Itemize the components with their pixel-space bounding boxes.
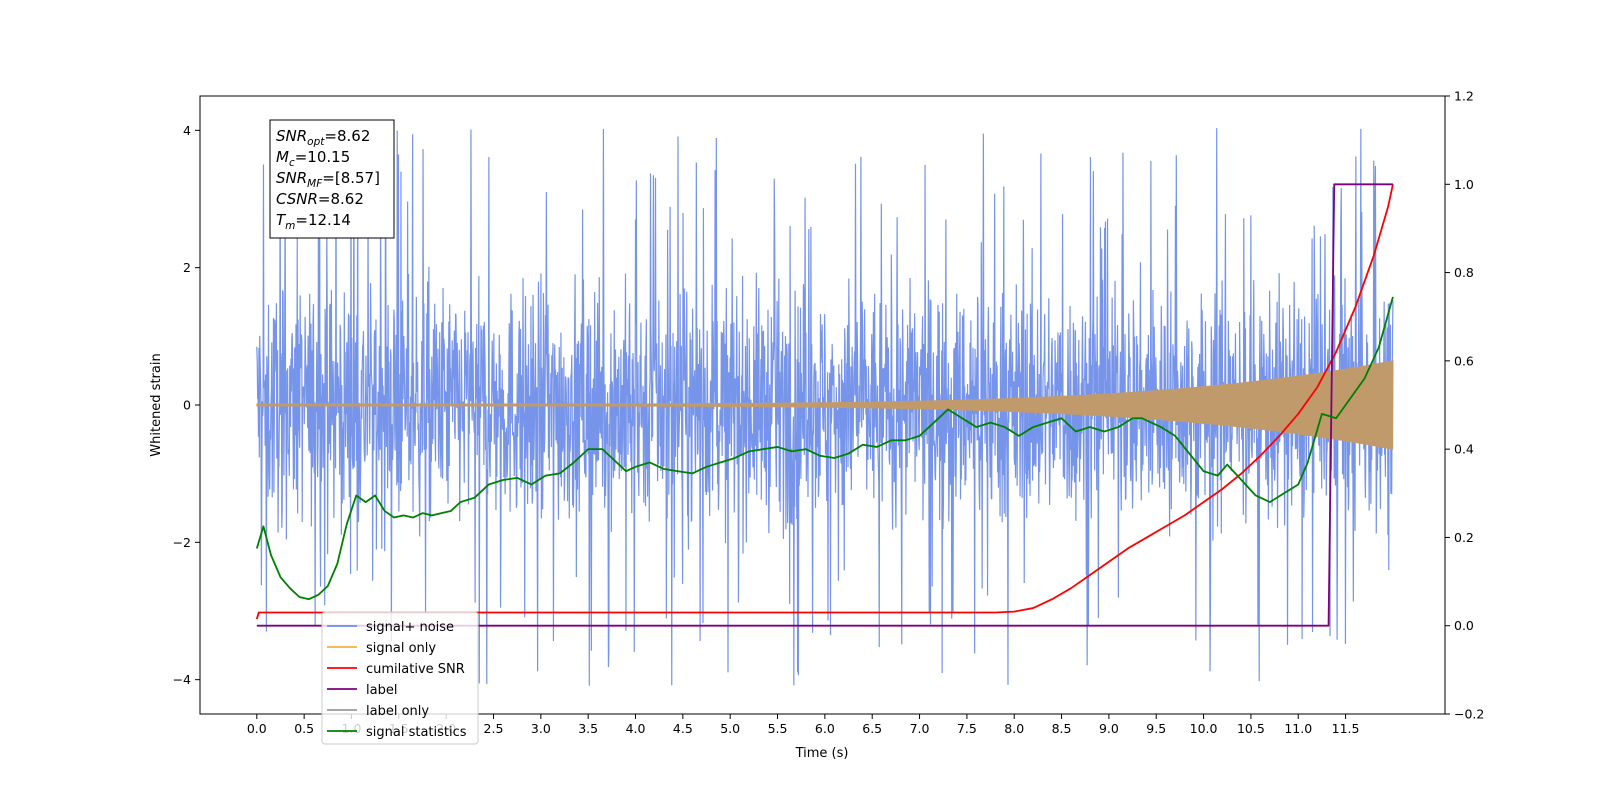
x-tick-label: 3.5: [578, 721, 598, 736]
y2-tick-label: 1.2: [1454, 89, 1474, 104]
x-tick-label: 9.5: [1146, 721, 1166, 736]
series-signal-only: [256, 360, 1394, 450]
x-tick-label: 0.5: [294, 721, 314, 736]
y2-tick-label: 0.4: [1454, 442, 1474, 457]
series-signal-plus-noise: [256, 124, 1394, 686]
legend-label: label only: [366, 704, 429, 719]
annotation-line: SNRopt=8.62: [276, 127, 370, 148]
x-tick-label: 8.5: [1052, 721, 1072, 736]
x-axis: 0.00.51.01.52.02.53.03.54.04.55.05.56.06…: [247, 714, 1360, 736]
plot-area: [255, 124, 1394, 686]
x-tick-label: 3.0: [531, 721, 551, 736]
x-tick-label: 6.0: [815, 721, 835, 736]
y2-tick-label: 0.6: [1454, 353, 1474, 368]
right-axis-series: [255, 183, 1394, 627]
signal-statistics-line: [255, 296, 1394, 601]
y-tick-label: 2: [183, 260, 191, 275]
legend-label: cumilative SNR: [366, 662, 465, 677]
x-tick-label: 9.0: [1099, 721, 1119, 736]
legend-label: signal+ noise: [366, 620, 454, 635]
x-axis-label: Time (s): [795, 746, 849, 761]
x-tick-label: 4.0: [626, 721, 646, 736]
y-tick-label: −4: [173, 672, 191, 687]
annotation-line: Mc=10.15: [276, 148, 350, 169]
signal-only-line: [256, 360, 1394, 450]
y2-tick-label: 0.0: [1454, 618, 1474, 633]
y-tick-label: 4: [183, 123, 191, 138]
label-line: [256, 183, 1393, 627]
x-tick-label: 5.5: [768, 721, 788, 736]
annotation-box: SNRopt=8.62Mc=10.15SNRMF=[8.57]CSNR=8.62…: [269, 119, 395, 239]
x-tick-label: 8.0: [1004, 721, 1024, 736]
x-tick-label: 6.5: [862, 721, 882, 736]
y-tick-label: −2: [173, 535, 191, 550]
annotation-line: SNRMF=[8.57]: [276, 169, 380, 190]
annotation-line: Tm=12.14: [276, 211, 351, 232]
y2-tick-label: 0.8: [1454, 265, 1474, 280]
x-tick-label: 7.5: [957, 721, 977, 736]
legend-label: label: [366, 683, 397, 698]
annotation-frame: [269, 119, 395, 239]
x-tick-label: 2.5: [484, 721, 504, 736]
y2-tick-label: 0.2: [1454, 530, 1474, 545]
x-tick-label: 4.5: [673, 721, 693, 736]
y-tick-label: 0: [183, 398, 191, 413]
x-tick-label: 7.0: [910, 721, 930, 736]
legend-frame: [321, 611, 479, 745]
legend-label: signal statistics: [366, 725, 467, 740]
x-tick-label: 0.0: [247, 721, 267, 736]
x-tick-label: 5.0: [720, 721, 740, 736]
legend: signal+ noise signal only cumilative SNR la…: [321, 611, 479, 745]
y-axis-left: −4 −2 0 2 4: [173, 123, 200, 687]
x-tick-label: 11.0: [1284, 721, 1312, 736]
legend-label: signal only: [366, 641, 436, 656]
x-tick-label: 11.5: [1332, 721, 1360, 736]
x-tick-label: 10.5: [1237, 721, 1265, 736]
annotation-line: CSNR=8.62: [276, 190, 364, 208]
signal-plus-noise-line: [256, 124, 1394, 686]
y2-tick-label: −0.2: [1454, 707, 1484, 722]
x-tick-label: 10.0: [1190, 721, 1218, 736]
cumilative-snr-line: [255, 184, 1394, 620]
y2-tick-label: 1.0: [1454, 177, 1474, 192]
y-axis-label: Whitened strain: [149, 353, 164, 456]
y-axis-right: −0.2 0.0 0.2 0.4 0.6 0.8 1.0 1.2: [1445, 89, 1484, 722]
